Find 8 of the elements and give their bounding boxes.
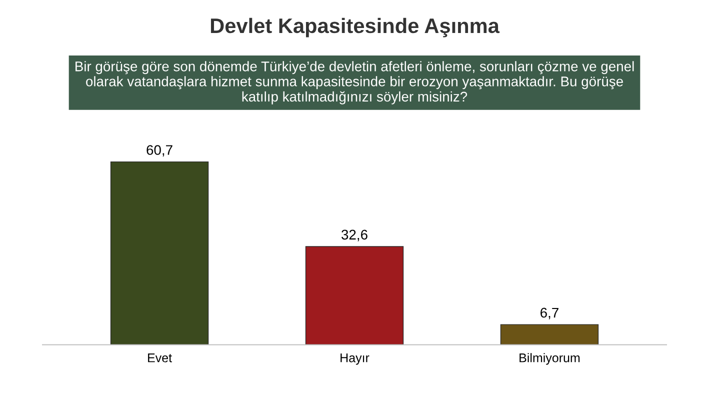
- x-tick-label: Evet: [148, 354, 172, 362]
- chart-title: Devlet Kapasitesinde Aşınma: [210, 18, 500, 38]
- x-tick-label: Hayır: [340, 354, 370, 365]
- data-label: 6,7: [540, 308, 558, 320]
- data-label: 60,7: [146, 145, 172, 157]
- x-tick-label: Bilmiyorum: [520, 353, 580, 365]
- data-label: 32,6: [342, 230, 368, 242]
- chart-subtitle: Bir görüşe göre son dönemde Türkiye’de devletin afetleri önleme, sorunları çözme ve genel olarak vatandaşlara hizmet sunma kapasitesinde bir erozyon yaşanmaktadır. Bu görüşe katılıp katılmadığınızı söyler misiniz?: [76, 61, 634, 104]
